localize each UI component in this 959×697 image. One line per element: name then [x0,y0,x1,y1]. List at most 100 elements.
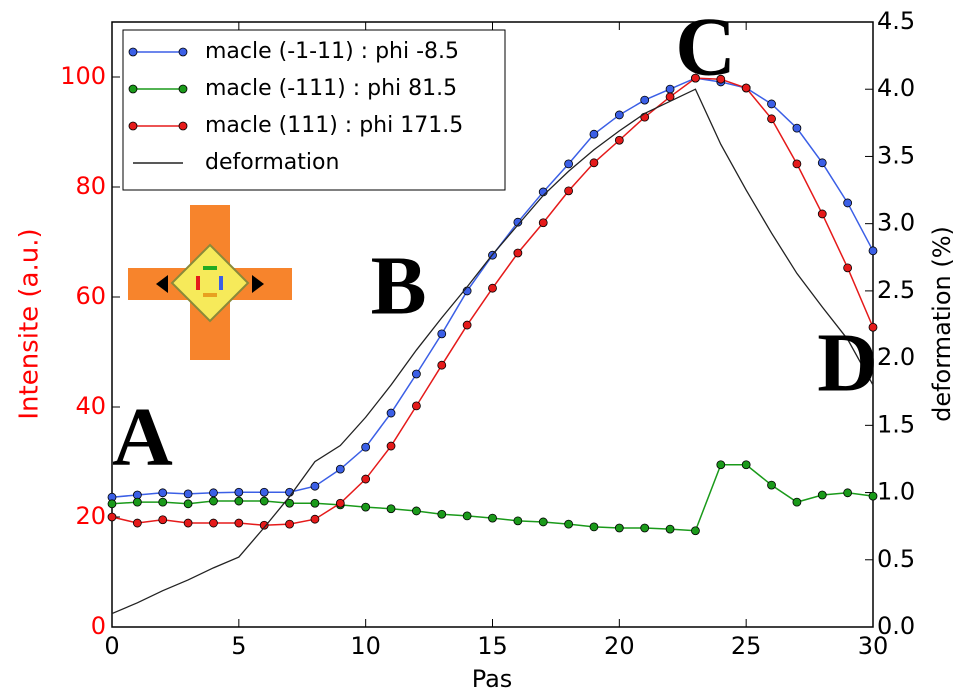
data-point [691,73,700,83]
data-point [589,129,599,139]
data-point [538,218,548,228]
data-point [462,320,472,330]
x-tick-label: 25 [731,632,762,660]
data-point [462,511,472,521]
data-point [792,159,802,169]
data-point [361,442,371,452]
data-point [817,490,827,500]
data-point [817,158,827,168]
y-tick-label: 40 [75,392,106,420]
data-point [538,517,548,527]
data-point [437,329,447,339]
y2-tick-label: 2.0 [877,343,915,371]
x-tick-label: 15 [477,632,508,660]
data-point [411,506,421,516]
data-point [564,159,573,169]
data-point [386,441,396,451]
data-point [817,209,827,219]
data-point [640,112,650,122]
x-tick-label: 20 [604,632,635,660]
data-point [209,488,218,498]
data-point [259,496,269,506]
data-point [386,504,396,514]
legend-marker [128,121,138,131]
inset-diagram [128,205,292,360]
data-point [691,526,700,536]
data-point [209,496,218,506]
data-point [868,322,878,332]
data-point [411,369,421,379]
data-point [361,502,371,512]
data-point [183,489,193,499]
data-point [767,480,776,490]
data-point [716,74,726,84]
y2-tick-label: 4.5 [877,7,915,35]
x-tick-label: 0 [104,632,119,660]
data-point [868,491,878,501]
data-point [640,523,650,533]
y-axis-label: Intensite (a.u.) [15,228,45,419]
y2-tick-label: 1.0 [877,478,915,506]
data-point [132,518,142,528]
data-point [259,520,269,530]
legend-label: macle (-1-11) : phi -8.5 [205,39,459,64]
legend-marker [128,47,138,57]
data-point [209,518,218,528]
legend-label: macle (111) : phi 171.5 [205,113,463,138]
y-tick-label: 60 [75,282,106,310]
legend-marker [178,121,188,131]
data-point [437,509,447,519]
x-tick-label: 10 [350,632,381,660]
data-point [640,95,650,105]
annotation: B [371,240,427,333]
y2-tick-label: 3.5 [877,141,915,169]
data-point [310,481,320,491]
data-point [843,198,853,208]
data-point [513,217,523,227]
series-line [111,88,874,615]
data-point [386,408,396,418]
data-point [234,487,244,497]
data-point [132,497,142,507]
y2-axis-label: deformation (%) [928,226,956,422]
data-point [767,99,776,109]
y2-tick-label: 1.5 [877,410,915,438]
data-point [741,83,751,93]
annotation: C [675,0,736,93]
data-point [564,519,573,529]
data-point [614,135,624,145]
data-point [665,524,675,534]
data-point [741,460,751,470]
data-point [361,474,371,484]
x-tick-label: 30 [858,632,889,660]
data-point [158,488,168,498]
legend-label: deformation [205,150,339,175]
data-point [183,499,193,509]
data-point [488,513,497,523]
y2-tick-label: 0.0 [877,612,915,640]
data-point [259,487,269,497]
data-point [843,263,853,273]
y2-tick-label: 0.5 [877,545,915,573]
data-point [488,283,497,293]
data-point [843,488,853,498]
y2-tick-label: 3.0 [877,209,915,237]
data-point [513,516,523,526]
data-point [513,248,523,258]
y-tick-label: 0 [91,612,106,640]
y2-tick-label: 4.0 [877,74,915,102]
data-point [792,123,802,133]
data-point [411,401,421,411]
data-point [335,498,345,508]
y-tick-label: 80 [75,172,106,200]
data-point [234,496,244,506]
x-tick-label: 5 [231,632,246,660]
data-point [589,522,599,532]
data-point [792,497,802,507]
legend-box [122,29,506,191]
data-point [665,84,675,94]
data-point [614,110,624,120]
y-tick-label: 100 [60,62,106,90]
